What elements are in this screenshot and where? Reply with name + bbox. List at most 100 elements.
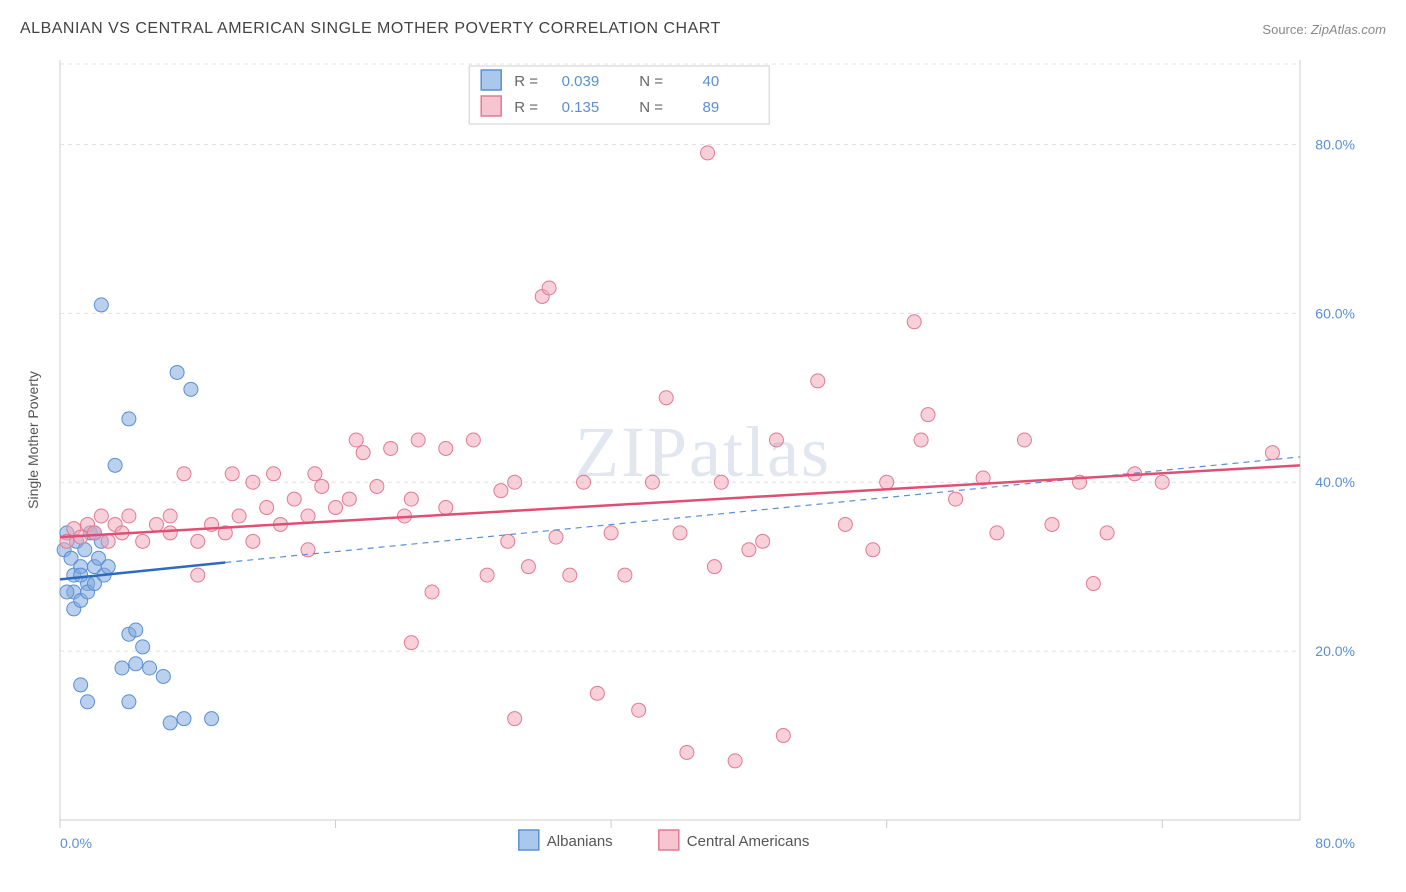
scatter-chart: 20.0%40.0%60.0%80.0%0.0%80.0%Single Moth…: [20, 50, 1386, 870]
data-point: [707, 560, 721, 574]
legend-r-label: R =: [514, 99, 538, 116]
data-point: [728, 754, 742, 768]
data-point: [122, 509, 136, 523]
data-point: [521, 560, 535, 574]
data-point: [508, 712, 522, 726]
data-point: [329, 501, 343, 515]
data-point: [81, 695, 95, 709]
data-point: [1086, 577, 1100, 591]
chart-source: Source: ZipAtlas.com: [1262, 22, 1386, 37]
data-point: [1155, 475, 1169, 489]
data-point: [563, 568, 577, 582]
data-point: [880, 475, 894, 489]
data-point: [177, 467, 191, 481]
y-tick-label: 80.0%: [1315, 136, 1355, 152]
data-point: [87, 577, 101, 591]
y-axis-label: Single Mother Poverty: [25, 371, 41, 509]
data-point: [714, 475, 728, 489]
data-point: [1045, 517, 1059, 531]
data-point: [163, 526, 177, 540]
data-point: [645, 475, 659, 489]
legend-swatch: [519, 830, 539, 850]
data-point: [356, 446, 370, 460]
y-tick-label: 40.0%: [1315, 474, 1355, 490]
data-point: [549, 530, 563, 544]
series-Albanians: [57, 298, 218, 730]
data-point: [990, 526, 1004, 540]
data-point: [342, 492, 356, 506]
data-point: [301, 509, 315, 523]
data-point: [404, 492, 418, 506]
data-point: [163, 716, 177, 730]
data-point: [287, 492, 301, 506]
data-point: [156, 669, 170, 683]
legend-swatch: [481, 70, 501, 90]
source-value: ZipAtlas.com: [1311, 22, 1386, 37]
data-point: [308, 467, 322, 481]
data-point: [349, 433, 363, 447]
data-point: [590, 686, 604, 700]
data-point: [501, 534, 515, 548]
data-point: [149, 517, 163, 531]
legend-label-2: Central Americans: [687, 833, 810, 850]
data-point: [494, 484, 508, 498]
data-point: [246, 475, 260, 489]
series-Central Americans: [60, 146, 1280, 768]
data-point: [811, 374, 825, 388]
data-point: [632, 703, 646, 717]
data-point: [115, 661, 129, 675]
data-point: [914, 433, 928, 447]
legend-n-value: 40: [703, 73, 720, 90]
data-point: [907, 315, 921, 329]
source-label: Source:: [1262, 22, 1307, 37]
x-tick-label-left: 0.0%: [60, 835, 92, 851]
data-point: [246, 534, 260, 548]
data-point: [225, 467, 239, 481]
data-point: [315, 479, 329, 493]
data-point: [205, 712, 219, 726]
data-point: [260, 501, 274, 515]
data-point: [949, 492, 963, 506]
chart-container: 20.0%40.0%60.0%80.0%0.0%80.0%Single Moth…: [20, 50, 1386, 872]
data-point: [177, 712, 191, 726]
data-point: [163, 509, 177, 523]
legend-swatch: [659, 830, 679, 850]
data-point: [129, 623, 143, 637]
data-point: [94, 298, 108, 312]
data-point: [232, 509, 246, 523]
data-point: [87, 526, 101, 540]
data-point: [94, 509, 108, 523]
data-point: [866, 543, 880, 557]
y-tick-label: 60.0%: [1315, 305, 1355, 321]
data-point: [267, 467, 281, 481]
data-point: [404, 636, 418, 650]
data-point: [742, 543, 756, 557]
data-point: [170, 365, 184, 379]
data-point: [701, 146, 715, 160]
data-point: [411, 433, 425, 447]
y-tick-label: 20.0%: [1315, 643, 1355, 659]
data-point: [108, 458, 122, 472]
data-point: [680, 745, 694, 759]
data-point: [1017, 433, 1031, 447]
data-point: [604, 526, 618, 540]
legend-n-value: 89: [703, 99, 720, 116]
data-point: [1265, 446, 1279, 460]
legend-n-label: N =: [639, 99, 663, 116]
data-point: [1100, 526, 1114, 540]
data-point: [508, 475, 522, 489]
data-point: [577, 475, 591, 489]
legend-r-label: R =: [514, 73, 538, 90]
data-point: [143, 661, 157, 675]
data-point: [101, 560, 115, 574]
legend-swatch: [481, 96, 501, 116]
legend-n-label: N =: [639, 73, 663, 90]
data-point: [122, 412, 136, 426]
legend-label-1: Albanians: [547, 833, 613, 850]
chart-header: ALBANIAN VS CENTRAL AMERICAN SINGLE MOTH…: [20, 20, 1386, 38]
data-point: [618, 568, 632, 582]
data-point: [122, 695, 136, 709]
data-point: [776, 729, 790, 743]
legend-r-value: 0.039: [562, 73, 600, 90]
data-point: [384, 441, 398, 455]
